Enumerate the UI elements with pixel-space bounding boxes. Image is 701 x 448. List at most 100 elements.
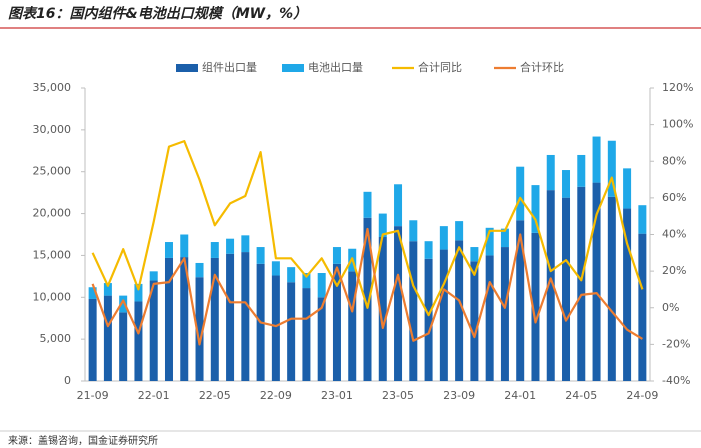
y-tick-label: 15,000 [33,248,72,261]
bar [394,226,403,381]
x-tick-label: 24-05 [565,389,597,402]
bar [607,196,616,381]
y2-tick-label: 100% [662,118,693,131]
bar [623,208,632,381]
bar [424,241,433,259]
bar [149,271,158,281]
y2-tick-label: 60% [662,191,686,204]
y2-tick-label: -40% [662,374,690,387]
bar [455,221,464,241]
bar [348,271,357,381]
bar [210,257,219,381]
bar [363,217,372,381]
bar [439,249,448,381]
bar [500,228,509,248]
x-tick-label: 23-01 [321,389,353,402]
y2-tick-label: 120% [662,81,693,94]
bar [134,301,143,381]
bar [485,255,494,381]
bar [180,257,189,381]
bar [409,220,418,242]
bar [638,205,647,234]
bar [317,273,326,298]
y2-tick-label: 0% [662,301,679,314]
y2-tick-label: 40% [662,228,686,241]
y2-tick-label: 80% [662,154,686,167]
x-tick-label: 22-01 [138,389,170,402]
bar [164,257,173,381]
bar [409,241,418,381]
bar [195,277,204,381]
x-tick-label: 23-09 [443,389,475,402]
bar [531,232,540,381]
bar [88,287,97,299]
y-tick-label: 25,000 [33,165,72,178]
bar [241,235,250,253]
bar [424,258,433,381]
bar [363,191,372,218]
bar [500,247,509,381]
bar [103,295,112,381]
bar [103,283,112,296]
bar [378,237,387,381]
bar [623,168,632,209]
bar [302,288,311,381]
y-tick-label: 20,000 [33,207,72,220]
bar [256,247,265,264]
bar [180,234,189,258]
bar [149,280,158,381]
bar [577,186,586,381]
bar [271,275,280,381]
bar [332,263,341,381]
bar [577,154,586,187]
bar [607,140,616,197]
y-tick-label: 10,000 [33,290,72,303]
bar [210,242,219,258]
y2-tick-label: 20% [662,264,686,277]
bar [287,267,296,283]
bar [226,253,235,381]
bar [470,261,479,381]
legend-label: 合计环比 [520,60,564,74]
bar [546,190,555,381]
x-tick-label: 24-01 [504,389,536,402]
y2-tick-label: -20% [662,337,690,350]
line [91,140,644,317]
bar [394,184,403,227]
bar [88,298,97,381]
x-tick-label: 22-09 [260,389,292,402]
x-tick-label: 24-09 [626,389,658,402]
bar [470,247,479,262]
bar [119,295,128,313]
bar [592,182,601,381]
bar [531,185,540,233]
bar [134,283,143,302]
bar [516,166,525,221]
bar [455,240,464,381]
bar [562,197,571,381]
bar [638,233,647,381]
bar [195,262,204,278]
bar [302,273,311,289]
bar [332,247,341,264]
y-tick-label: 35,000 [33,81,72,94]
source: 来源：盖锡咨询，国金证券研究所 [8,434,158,447]
y-tick-label: 30,000 [33,123,72,136]
x-tick-label: 21-09 [77,389,109,402]
bar [119,312,128,381]
bar [241,252,250,381]
bar [546,154,555,191]
legend-label: 组件出口量 [202,60,257,74]
y-tick-label: 0 [64,374,71,387]
x-tick-label: 23-05 [382,389,414,402]
x-tick-label: 22-05 [199,389,231,402]
bar [226,238,235,254]
bar [317,297,326,381]
bar [485,227,494,256]
bar [562,170,571,198]
legend-swatch [282,64,304,72]
bar [271,261,280,276]
legend-swatch [176,64,198,72]
bar [516,220,525,381]
